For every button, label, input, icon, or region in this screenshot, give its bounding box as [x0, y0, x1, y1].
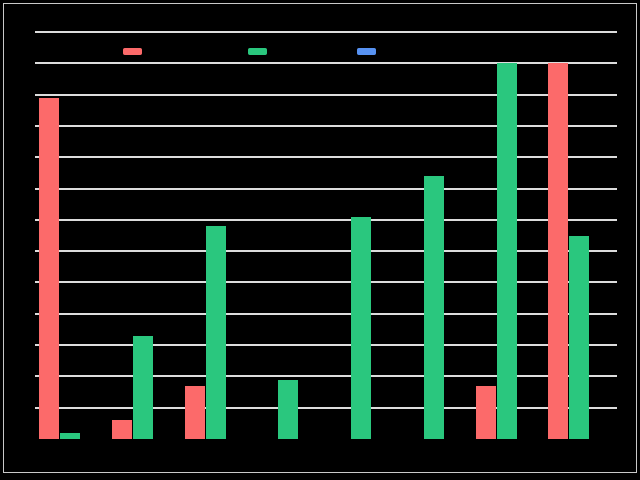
gridline — [35, 250, 617, 253]
gridline — [35, 375, 617, 378]
bar-red-group-3 — [184, 385, 205, 439]
bar-green-group-7 — [496, 63, 517, 439]
bar-green-group-6 — [423, 176, 444, 439]
legend-swatch-red[interactable] — [123, 48, 142, 55]
bar-green-group-4 — [278, 379, 299, 439]
gridline — [35, 344, 617, 347]
bar-green-group-2 — [132, 335, 153, 439]
gridline — [35, 281, 617, 284]
bar-green-group-5 — [351, 216, 371, 439]
legend-swatch-green[interactable] — [248, 48, 267, 55]
gridline — [35, 31, 617, 33]
bar-red-group-8 — [548, 63, 569, 439]
plot-area — [35, 31, 617, 439]
gridline — [35, 218, 617, 221]
gridline — [35, 124, 617, 127]
legend-swatch-blue[interactable] — [357, 48, 376, 55]
legend — [35, 48, 617, 56]
bar-red-group-2 — [111, 420, 132, 439]
gridline — [35, 62, 617, 65]
gridline — [35, 312, 617, 315]
gridline — [35, 187, 617, 190]
gridline — [35, 156, 617, 159]
bar-green-group-1 — [60, 432, 80, 439]
chart-frame — [3, 3, 637, 473]
gridline — [35, 406, 617, 409]
bar-green-group-8 — [569, 235, 590, 439]
gridline — [35, 93, 617, 96]
bar-red-group-1 — [39, 97, 59, 439]
bar-green-group-3 — [205, 226, 226, 439]
bar-red-group-7 — [475, 385, 496, 439]
